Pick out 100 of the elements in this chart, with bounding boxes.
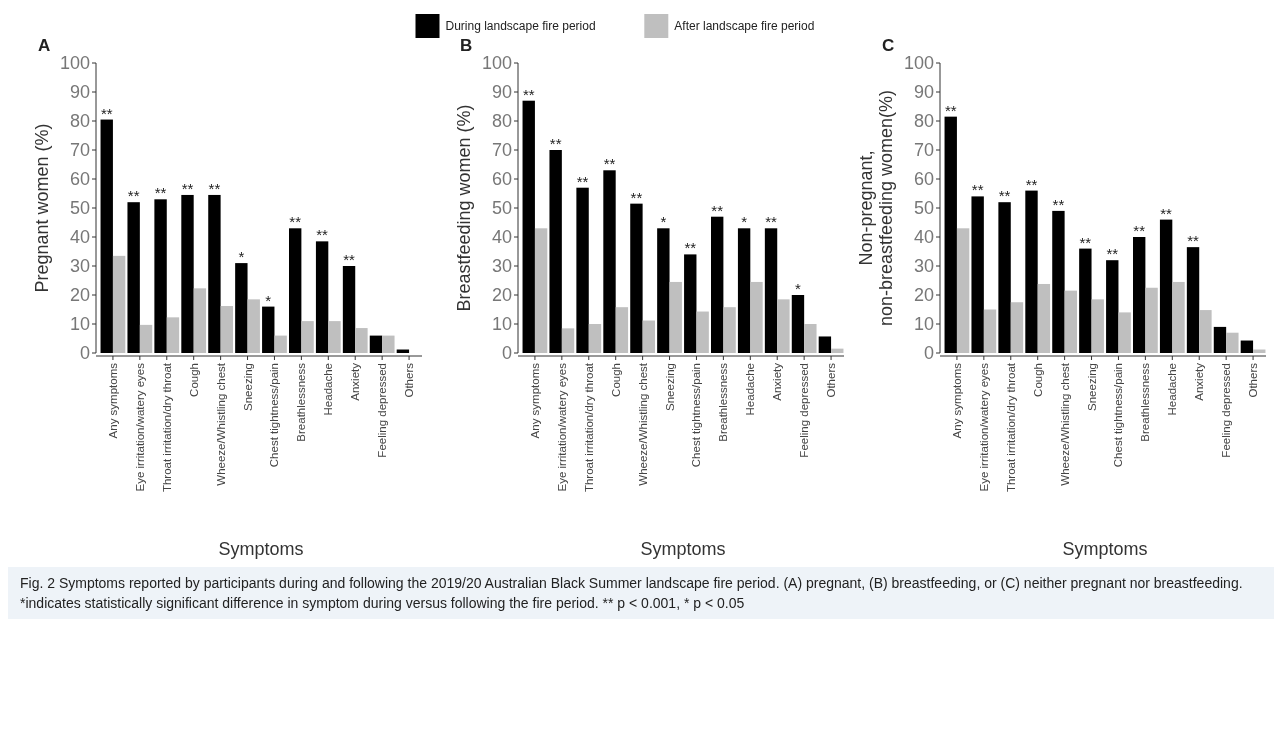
x-tick-label: Headache bbox=[322, 363, 335, 416]
bar bbox=[100, 119, 113, 353]
y-tick-label: 20 bbox=[491, 285, 512, 306]
bar bbox=[1226, 332, 1239, 353]
y-tick-label: 70 bbox=[491, 140, 512, 161]
x-tick-label: Others bbox=[403, 362, 416, 398]
annotation: * bbox=[741, 213, 748, 231]
x-axis-title: Symptoms bbox=[1062, 539, 1148, 559]
x-tick-label: Cough bbox=[1031, 363, 1044, 397]
y-tick-label: 20 bbox=[69, 285, 90, 306]
annotation: ** bbox=[1160, 204, 1173, 222]
y-axis-title: Pregnant women (%) bbox=[32, 123, 52, 293]
bar bbox=[328, 321, 341, 353]
y-tick-label: 40 bbox=[69, 227, 90, 248]
y-tick-label: 80 bbox=[491, 111, 512, 132]
x-tick-label: Breathlessness bbox=[295, 362, 308, 442]
y-tick-label: 30 bbox=[913, 256, 934, 277]
x-tick-label: Anxiety bbox=[349, 362, 362, 401]
y-tick-label: 50 bbox=[69, 198, 90, 219]
x-tick-label: Wheeze/Whistling chest bbox=[636, 362, 649, 486]
bar bbox=[1172, 281, 1185, 353]
x-tick-label: Chest tightness/pain bbox=[1112, 363, 1125, 468]
y-tick-label: 40 bbox=[913, 227, 934, 248]
annotation: ** bbox=[1133, 222, 1146, 239]
bar bbox=[657, 228, 670, 353]
bar bbox=[274, 335, 287, 353]
x-tick-label: Feeling depressed bbox=[1220, 363, 1233, 458]
bar bbox=[522, 100, 535, 353]
bar bbox=[696, 311, 709, 353]
bar bbox=[139, 324, 153, 353]
x-tick-label: Throat irritation/dry throat bbox=[160, 362, 173, 493]
x-tick-label: Breathlessness bbox=[717, 362, 730, 442]
bar bbox=[549, 150, 562, 353]
y-tick-label: 60 bbox=[913, 169, 934, 190]
annotation: ** bbox=[1025, 175, 1038, 193]
bar bbox=[1213, 326, 1227, 353]
bar bbox=[764, 228, 778, 353]
bar bbox=[944, 116, 957, 353]
bar bbox=[561, 328, 575, 353]
y-tick-label: 0 bbox=[79, 343, 90, 364]
y-tick-label: 30 bbox=[491, 256, 512, 277]
bar bbox=[315, 241, 329, 353]
bar bbox=[193, 288, 207, 353]
bar bbox=[1240, 340, 1254, 353]
y-tick-label: 100 bbox=[481, 53, 512, 74]
legend-label: After landscape fire period bbox=[674, 19, 815, 34]
y-tick-label: 0 bbox=[501, 343, 512, 364]
bar bbox=[1106, 260, 1119, 353]
annotation: ** bbox=[1079, 233, 1092, 251]
x-tick-label: Wheeze/Whistling chest bbox=[1058, 362, 1071, 486]
y-tick-label: 100 bbox=[59, 53, 90, 74]
annotation: ** bbox=[154, 184, 167, 202]
x-tick-label: Chest tightness/pain bbox=[268, 363, 281, 468]
bar bbox=[711, 216, 724, 353]
y-axis-title: Non-pregnant, non-breastfeeding women(%) bbox=[856, 89, 896, 327]
x-tick-label: Any symptoms bbox=[106, 362, 119, 439]
x-tick-label: Eye irritation/watery eyes bbox=[133, 362, 146, 492]
bar bbox=[301, 321, 314, 353]
bar bbox=[1159, 219, 1173, 353]
bar bbox=[289, 228, 302, 353]
y-tick-label: 10 bbox=[491, 314, 512, 335]
x-tick-label: Chest tightness/pain bbox=[690, 363, 703, 468]
x-tick-label: Eye irritation/watery eyes bbox=[977, 362, 990, 492]
bar bbox=[737, 228, 751, 353]
annotation: ** bbox=[127, 187, 140, 205]
bar bbox=[127, 202, 140, 353]
y-tick-label: 20 bbox=[913, 285, 934, 306]
annotation: ** bbox=[1052, 195, 1065, 213]
bar bbox=[971, 196, 984, 353]
y-tick-label: 90 bbox=[913, 82, 934, 103]
x-tick-label: Any symptoms bbox=[950, 362, 963, 439]
annotation: ** bbox=[208, 179, 221, 197]
bar bbox=[355, 328, 368, 353]
bar bbox=[369, 335, 383, 353]
bar bbox=[208, 194, 221, 353]
annotation: ** bbox=[944, 101, 957, 119]
y-tick-label: 100 bbox=[903, 53, 934, 74]
bar bbox=[576, 187, 589, 353]
chart-title: A bbox=[38, 36, 51, 55]
y-tick-label: 10 bbox=[913, 314, 934, 335]
annotation: ** bbox=[100, 104, 113, 122]
bar bbox=[1199, 310, 1212, 353]
x-axis-title: Symptoms bbox=[218, 539, 304, 559]
bar bbox=[1133, 237, 1146, 353]
bar bbox=[1186, 247, 1200, 353]
bar bbox=[1025, 190, 1038, 353]
annotation: ** bbox=[522, 85, 535, 103]
annotation: ** bbox=[1187, 232, 1200, 250]
bar bbox=[1010, 302, 1024, 353]
x-tick-label: Wheeze/Whistling chest bbox=[214, 362, 227, 486]
bar bbox=[998, 202, 1011, 353]
x-tick-label: Feeling depressed bbox=[376, 363, 389, 458]
annotation: ** bbox=[1106, 245, 1119, 263]
bar bbox=[642, 320, 655, 353]
bar bbox=[235, 263, 248, 353]
bar bbox=[220, 306, 233, 353]
bar bbox=[750, 281, 763, 353]
y-tick-label: 80 bbox=[69, 111, 90, 132]
bar bbox=[1145, 287, 1158, 353]
y-tick-label: 70 bbox=[913, 140, 934, 161]
